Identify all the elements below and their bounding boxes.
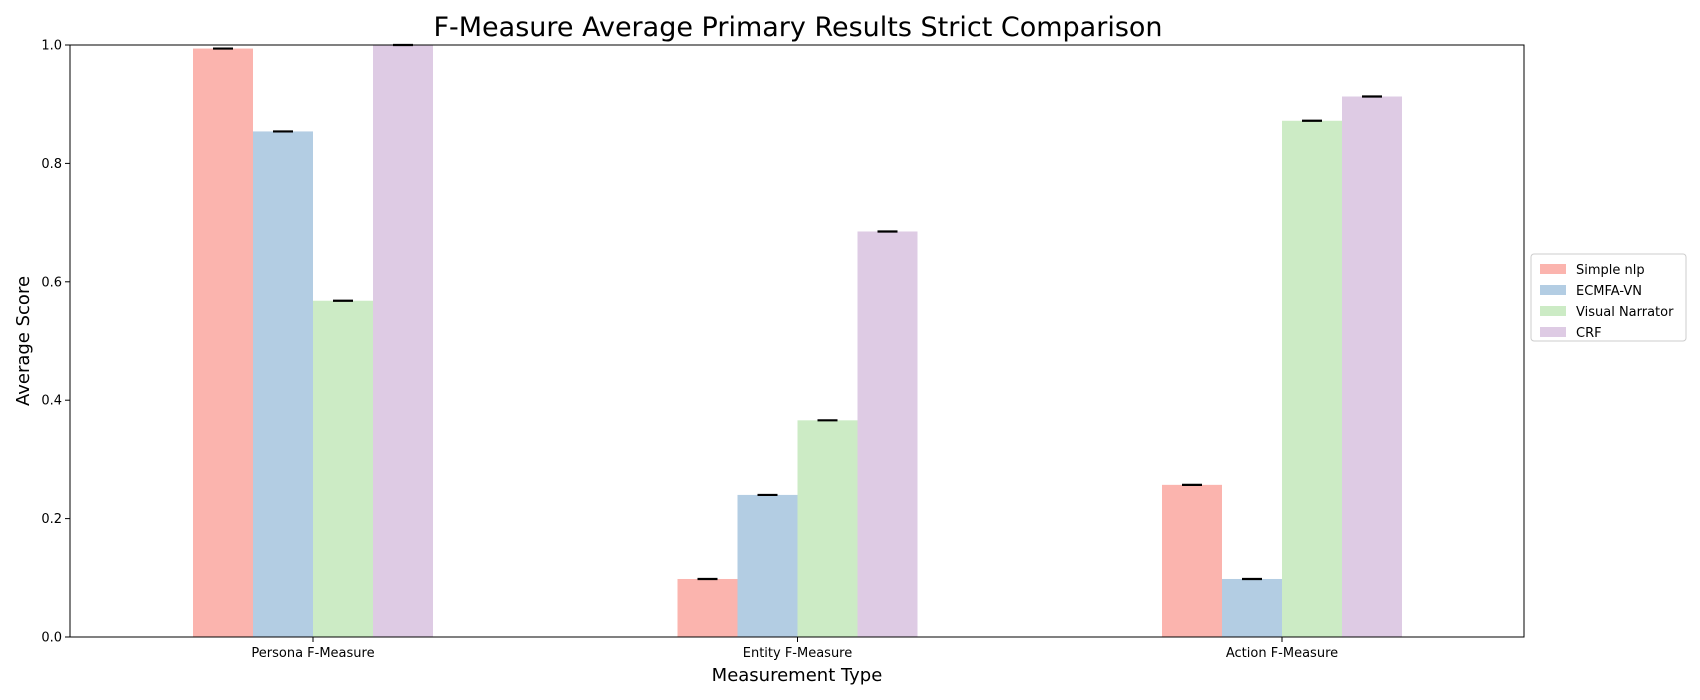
legend-frame [1530,253,1687,342]
legend-swatch [1540,306,1566,316]
bar [373,45,433,637]
legend: Simple nlp ECMFA-VN Visual Narrator CRF [1530,253,1687,342]
legend-label: Simple nlp [1576,263,1645,278]
legend-label: Visual Narrator [1576,305,1674,320]
legend-swatch [1540,264,1566,274]
bar [857,231,918,638]
bar [797,420,858,637]
legend-label: CRF [1576,326,1602,341]
x-axis: Persona F-Measure Entity F-Measure Action … [251,637,1338,661]
y-tick-label: 0.2 [41,512,62,527]
error-bars-layer [213,43,1382,581]
x-axis-title: Measurement Type [712,665,883,686]
y-tick-label: 0.0 [41,631,62,646]
legend-swatch [1540,327,1566,337]
y-axis: 0.0 0.2 0.4 0.6 0.8 1.0 [41,39,70,646]
x-tick-label: Action F-Measure [1226,646,1338,661]
legend-swatch [1540,285,1566,295]
y-tick-label: 0.8 [41,157,62,172]
bar [677,578,738,637]
bar [1282,120,1342,637]
y-axis-title: Average Score [13,276,34,406]
bar [1222,578,1282,637]
bars-layer [193,45,1402,638]
x-tick-label: Entity F-Measure [743,646,853,661]
bar [737,494,798,637]
y-tick-label: 1.0 [41,39,62,54]
bar [1162,484,1222,637]
x-tick-label: Persona F-Measure [251,646,374,661]
chart-title: F-Measure Average Primary Results Strict… [433,12,1162,43]
bar [253,131,313,637]
bar [193,48,253,637]
legend-label: ECMFA-VN [1576,284,1642,299]
bar [1342,96,1402,637]
bar [313,300,373,637]
y-tick-label: 0.4 [41,394,62,409]
y-tick-label: 0.6 [41,275,62,290]
